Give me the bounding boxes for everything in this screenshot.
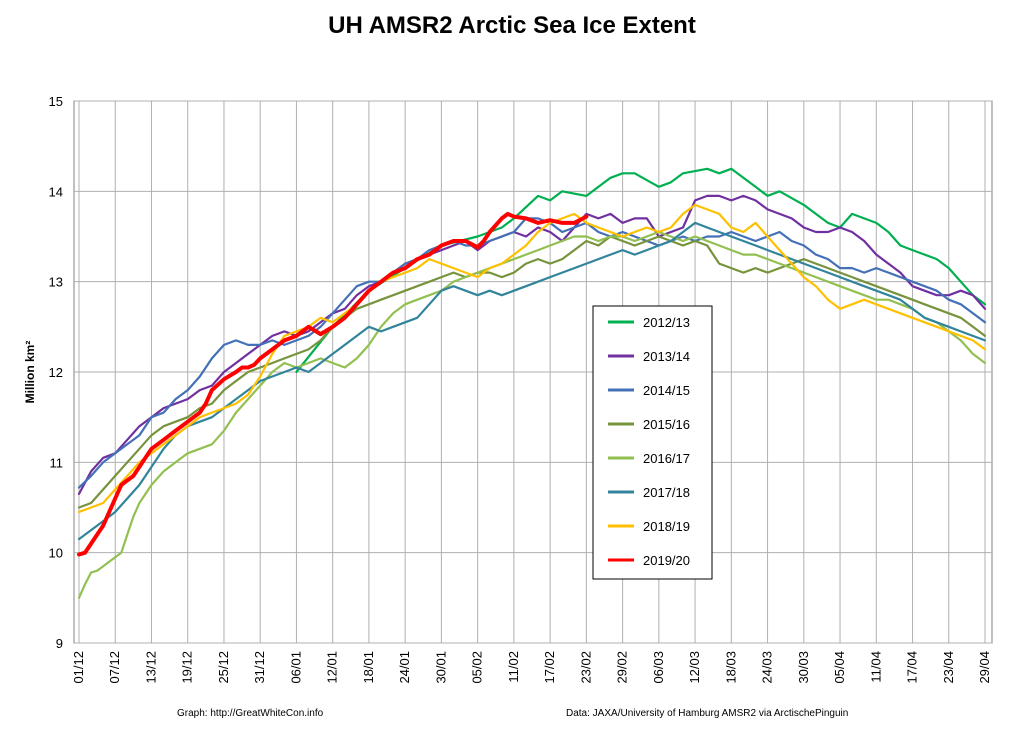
x-tick-label: 17/02 <box>542 651 557 684</box>
legend-label: 2018/19 <box>643 519 690 534</box>
x-tick-label: 23/04 <box>941 651 956 684</box>
y-tick-label: 11 <box>50 455 64 470</box>
x-axis-ticks: 01/12 07/12 13/12 19/12 25/12 31/12 06/01 12/01… <box>71 651 992 684</box>
legend-label: 2012/13 <box>643 315 690 330</box>
x-tick-label: 06/03 <box>651 651 666 684</box>
legend-label: 2019/20 <box>643 553 690 568</box>
x-tick-label: 07/12 <box>107 651 122 684</box>
y-tick-label: 13 <box>49 275 63 290</box>
x-tick-label: 01/12 <box>71 651 86 684</box>
series-lines <box>77 167 987 599</box>
series-line-2015-16 <box>77 235 987 509</box>
legend-label: 2013/14 <box>643 349 690 364</box>
series-line-2014-15 <box>77 217 987 489</box>
x-tick-label: 05/02 <box>470 651 485 684</box>
legend-label: 2014/15 <box>643 383 690 398</box>
horizontal-gridlines <box>74 100 992 644</box>
x-tick-label: 18/01 <box>361 651 376 684</box>
footer-credit: Graph: http://GreatWhiteCon.info <box>177 708 324 719</box>
footer-source: Data: JAXA/University of Hamburg AMSR2 v… <box>566 708 848 719</box>
legend-label: 2015/16 <box>643 417 690 432</box>
series-line-2018-19 <box>77 203 987 514</box>
y-tick-label: 12 <box>49 365 63 380</box>
legend-items: 2012/13 2013/14 2014/15 2015/16 2016/17 2017/… <box>608 315 690 568</box>
series-line-2019-20 <box>77 211 589 557</box>
x-tick-label: 23/02 <box>578 651 593 684</box>
legend-label: 2017/18 <box>643 485 690 500</box>
legend: 2012/13 2013/14 2014/15 2015/16 2016/17 2017/… <box>592 305 713 580</box>
x-tick-label: 12/01 <box>325 651 340 684</box>
x-tick-label: 24/01 <box>397 651 412 684</box>
x-tick-label: 24/03 <box>760 651 775 684</box>
series-line-2013-14 <box>77 194 987 495</box>
x-tick-label: 30/01 <box>433 651 448 684</box>
x-tick-label: 17/04 <box>905 651 920 684</box>
y-tick-label: 9 <box>56 636 63 651</box>
x-tick-label: 11/02 <box>506 651 521 683</box>
series-line-2017-18 <box>77 221 987 541</box>
x-tick-label: 31/12 <box>252 651 267 684</box>
x-tick-label: 29/04 <box>977 651 992 684</box>
chart-title: UH AMSR2 Arctic Sea Ice Extent <box>328 12 696 39</box>
series-line-2012-13 <box>295 167 987 374</box>
y-axis-label: Million km² <box>23 341 37 404</box>
x-tick-label: 06/01 <box>288 651 303 684</box>
y-tick-label: 14 <box>49 184 63 199</box>
x-tick-label: 11/04 <box>868 651 883 683</box>
y-tick-label: 15 <box>49 94 63 109</box>
y-tick-label: 10 <box>49 546 63 561</box>
x-tick-label: 30/03 <box>796 651 811 684</box>
legend-box <box>592 305 713 580</box>
x-tick-label: 29/02 <box>615 651 630 684</box>
x-tick-label: 25/12 <box>216 651 231 684</box>
x-tick-label: 19/12 <box>180 651 195 684</box>
y-axis-ticks: 9 10 11 12 13 14 15 <box>49 94 63 651</box>
x-tick-label: 05/04 <box>832 651 847 684</box>
x-tick-label: 12/03 <box>687 651 702 684</box>
x-tick-label: 18/03 <box>723 651 738 684</box>
legend-label: 2016/17 <box>643 451 690 466</box>
x-tick-label: 13/12 <box>143 651 158 684</box>
